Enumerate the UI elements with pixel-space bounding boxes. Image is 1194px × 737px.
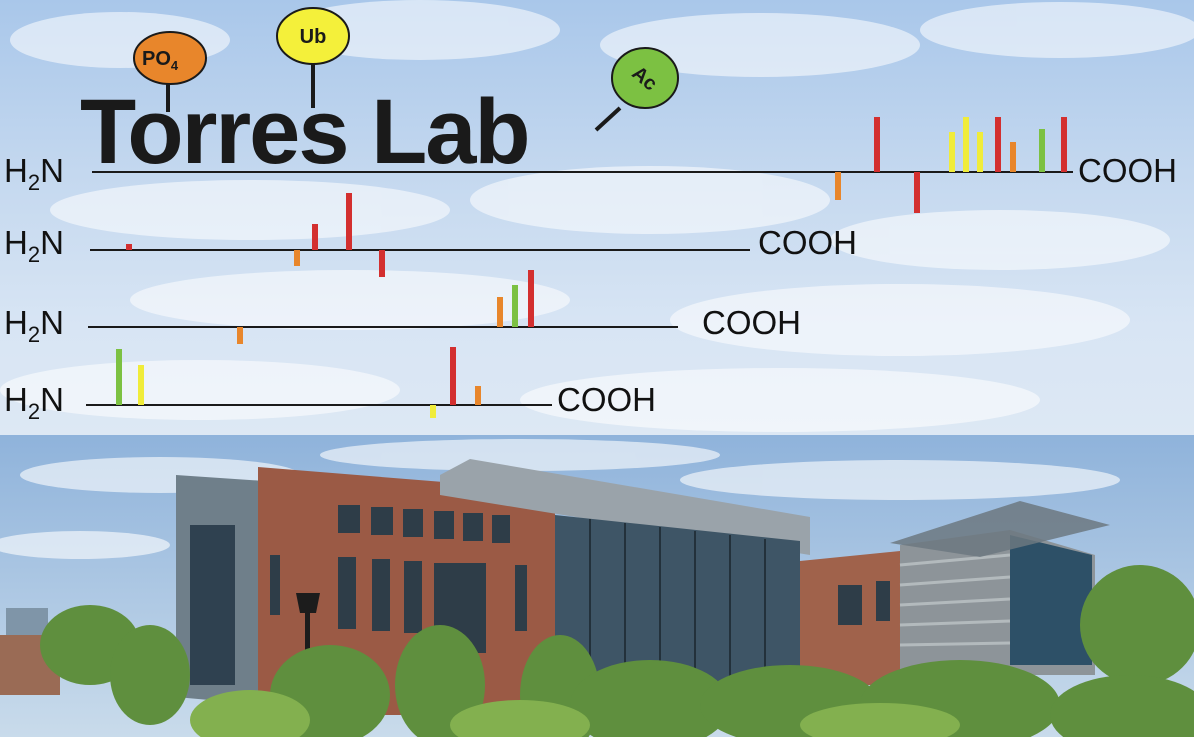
ptm-bar: [450, 347, 456, 405]
ptm-bar: [528, 270, 534, 327]
c-terminus-label: COOH: [1078, 152, 1177, 189]
lab-title: Torres Lab: [80, 81, 529, 183]
ptm-diagram: Torres Lab PO4 Ub Ac H2N COOH: [0, 0, 1194, 432]
ptm-bar: [512, 285, 518, 327]
ptm-bar: [294, 250, 300, 266]
ptm-bar: [237, 327, 243, 344]
protein-chain-1: H2N COOH: [4, 117, 1177, 213]
ptm-bar: [914, 172, 920, 213]
ptm-bar: [995, 117, 1001, 172]
acetyl-balloon: Ac: [594, 47, 679, 132]
n-terminus-label: H2N: [4, 381, 64, 424]
ptm-bar: [475, 386, 481, 405]
ptm-bar: [874, 117, 880, 172]
ptm-bar: [949, 132, 955, 172]
ptm-bar: [126, 244, 132, 250]
c-terminus-label: COOH: [758, 224, 857, 261]
ptm-bar: [312, 224, 318, 250]
protein-chain-3: H2N COOH: [4, 270, 801, 347]
building-photo: [0, 435, 1194, 737]
n-terminus-label: H2N: [4, 304, 64, 347]
protein-chain-4: H2N COOH: [4, 347, 656, 424]
ptm-bar: [346, 193, 352, 250]
n-terminus-label: H2N: [4, 152, 64, 195]
svg-text:PO4: PO4: [142, 48, 179, 73]
ptm-bar: [138, 365, 144, 405]
ptm-bar: [835, 172, 841, 200]
phospho-balloon: PO4: [133, 31, 207, 112]
ptm-bar: [379, 250, 385, 277]
n-terminus-label: H2N: [4, 224, 64, 267]
protein-chain-2: H2N COOH: [4, 193, 857, 277]
c-terminus-label: COOH: [702, 304, 801, 341]
ptm-bar: [1061, 117, 1067, 172]
ubiquitin-balloon: Ub: [276, 7, 350, 108]
ptm-bar: [497, 297, 503, 327]
ptm-bar: [116, 349, 122, 405]
c-terminus-label: COOH: [557, 381, 656, 418]
ptm-bar: [977, 132, 983, 172]
svg-text:Ub: Ub: [300, 26, 327, 48]
ptm-bar: [430, 405, 436, 418]
ptm-bar: [1039, 129, 1045, 172]
ptm-bar: [1010, 142, 1016, 172]
ptm-bar: [963, 117, 969, 172]
